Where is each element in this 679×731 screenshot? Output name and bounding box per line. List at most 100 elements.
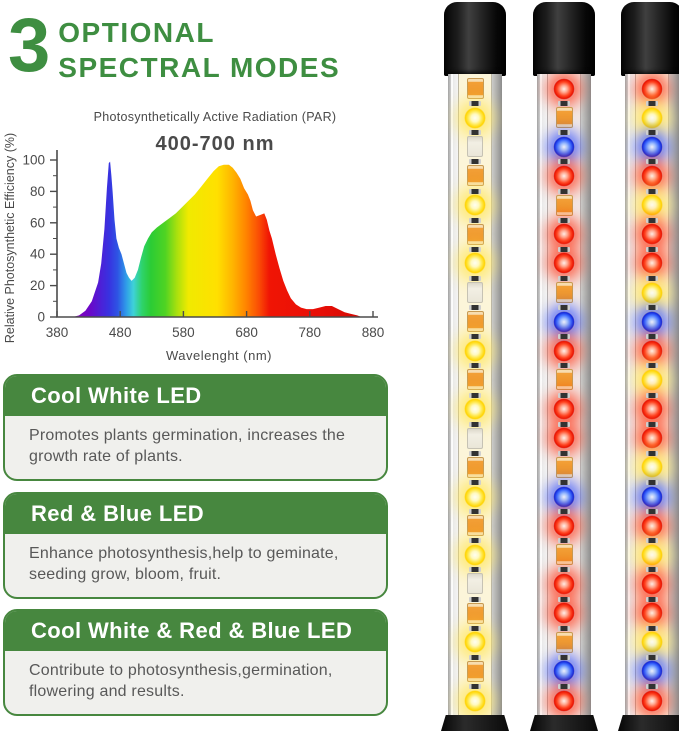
x-tick-label: 780	[299, 325, 322, 340]
mode-box-description: Promotes plants germination, increases t…	[29, 427, 346, 465]
red-led-lit	[553, 689, 575, 712]
warm-white-led-lit	[464, 194, 486, 217]
led-slot	[548, 453, 580, 482]
white-smd-chip	[467, 427, 483, 449]
led-slot	[548, 249, 580, 278]
amber-smd-chip	[555, 107, 573, 129]
grow-light-tube-red-blue	[530, 0, 598, 731]
warm-white-led-lit	[641, 543, 663, 566]
led-slot	[548, 103, 580, 132]
white-smd-chip	[467, 136, 483, 158]
mode-box-description: Enhance photosynthesis,help to geminate,…	[29, 545, 339, 583]
led-slot	[459, 74, 491, 103]
y-tick-label: 80	[30, 184, 45, 199]
warm-white-led-lit	[464, 398, 486, 421]
led-slot	[636, 307, 668, 336]
led-slot	[459, 161, 491, 190]
tube-glass	[537, 74, 591, 715]
mode-box-red-blue: Red & Blue LED Enhance photosynthesis,he…	[3, 492, 388, 599]
led-slot	[636, 395, 668, 424]
mode-box-mixed: Cool White & Red & Blue LED Contribute t…	[3, 609, 388, 716]
red-led-lit	[553, 427, 575, 450]
led-slot	[459, 482, 491, 511]
led-slot	[548, 424, 580, 453]
led-slot	[548, 395, 580, 424]
red-led-lit	[641, 223, 663, 246]
led-slot	[459, 365, 491, 394]
warm-white-led-lit	[641, 281, 663, 304]
led-slot	[636, 74, 668, 103]
led-slot	[636, 569, 668, 598]
led-slot	[459, 540, 491, 569]
led-slot	[548, 599, 580, 628]
led-slot	[548, 74, 580, 103]
led-slot	[636, 424, 668, 453]
red-led-lit	[553, 398, 575, 421]
grow-light-tube-cool-white	[441, 0, 509, 731]
led-slot	[459, 103, 491, 132]
led-slot	[459, 249, 491, 278]
led-slot	[548, 569, 580, 598]
amber-smd-chip	[466, 456, 484, 478]
page-title-line2: SPECTRAL MODES	[58, 52, 341, 83]
x-tick-label: 380	[46, 325, 69, 340]
led-slot	[636, 132, 668, 161]
led-slot	[548, 657, 580, 686]
blue-led-lit	[553, 485, 575, 508]
mode-box-header: Cool White & Red & Blue LED	[5, 611, 386, 651]
tube-glass	[625, 74, 679, 715]
red-led-lit	[641, 514, 663, 537]
led-slot	[636, 599, 668, 628]
led-slot	[636, 453, 668, 482]
led-slot	[459, 307, 491, 336]
led-slot	[459, 599, 491, 628]
led-slot	[548, 336, 580, 365]
page-title-line1: OPTIONAL	[58, 17, 215, 48]
tube-base	[530, 715, 598, 731]
axis-ticks: 380 480 580 680 780 880 0 20 40 60 80 100	[22, 153, 384, 341]
led-slot	[548, 540, 580, 569]
blue-led-lit	[641, 310, 663, 333]
led-slot	[548, 278, 580, 307]
warm-white-led-lit	[641, 106, 663, 129]
blue-led-lit	[641, 485, 663, 508]
led-slot	[636, 628, 668, 657]
led-slot	[548, 628, 580, 657]
grow-light-tube-mixed	[618, 0, 679, 731]
led-slot	[636, 482, 668, 511]
amber-smd-chip	[466, 369, 484, 391]
x-tick-label: 680	[235, 325, 258, 340]
red-led-lit	[641, 427, 663, 450]
led-slot	[636, 511, 668, 540]
led-slot	[548, 482, 580, 511]
led-slot	[636, 103, 668, 132]
page-title: OPTIONAL SPECTRAL MODES	[58, 15, 340, 85]
warm-white-led-lit	[641, 631, 663, 654]
amber-smd-chip	[466, 311, 484, 333]
red-led-lit	[641, 602, 663, 625]
amber-smd-chip	[466, 78, 484, 100]
white-smd-chip	[467, 282, 483, 304]
red-led-lit	[553, 223, 575, 246]
y-tick-label: 60	[30, 215, 45, 230]
warm-white-led-lit	[464, 631, 486, 654]
amber-smd-chip	[555, 631, 573, 653]
tube-base	[441, 715, 509, 731]
red-led-lit	[641, 164, 663, 187]
led-slot	[459, 220, 491, 249]
chart-subtitle: 400-700 nm	[156, 133, 275, 155]
x-tick-label: 480	[109, 325, 132, 340]
led-slot	[459, 132, 491, 161]
red-led-lit	[641, 77, 663, 100]
led-slot	[548, 511, 580, 540]
led-slot	[636, 336, 668, 365]
warm-white-led-lit	[464, 339, 486, 362]
led-slot	[636, 220, 668, 249]
amber-smd-chip	[466, 660, 484, 682]
led-slot	[548, 132, 580, 161]
led-slot	[548, 161, 580, 190]
mode-count: 3	[8, 3, 50, 88]
led-slot	[548, 686, 580, 715]
warm-white-led-lit	[464, 106, 486, 129]
